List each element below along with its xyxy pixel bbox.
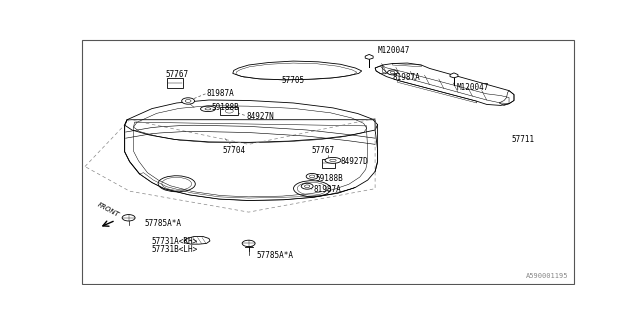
Text: 81987A: 81987A [207, 89, 234, 98]
Text: 57767: 57767 [165, 70, 188, 79]
Text: 59188B: 59188B [316, 174, 343, 183]
Polygon shape [365, 54, 373, 59]
Polygon shape [450, 73, 458, 78]
FancyBboxPatch shape [220, 108, 238, 115]
Circle shape [242, 240, 255, 247]
Text: FRONT: FRONT [97, 202, 121, 218]
Text: 57785A*A: 57785A*A [256, 251, 293, 260]
Circle shape [182, 98, 195, 104]
Text: 84927D: 84927D [340, 157, 368, 166]
Ellipse shape [200, 106, 216, 112]
Text: 84927N: 84927N [246, 111, 274, 121]
Text: 57705: 57705 [282, 76, 305, 85]
Text: 57785A*A: 57785A*A [145, 219, 182, 228]
Text: 81987A: 81987A [392, 73, 420, 82]
Circle shape [306, 173, 318, 179]
Ellipse shape [325, 157, 341, 163]
Text: 57704: 57704 [222, 146, 245, 155]
Text: A590001195: A590001195 [526, 273, 568, 279]
Text: 59188B: 59188B [211, 103, 239, 112]
FancyBboxPatch shape [322, 159, 335, 167]
Text: 81987A: 81987A [313, 185, 341, 195]
Circle shape [122, 215, 135, 221]
Text: 57711: 57711 [511, 135, 534, 144]
FancyBboxPatch shape [167, 78, 183, 88]
Circle shape [388, 70, 397, 75]
Text: 57731A<RH>: 57731A<RH> [152, 237, 198, 246]
Text: 57767: 57767 [312, 146, 335, 155]
Text: M120047: M120047 [378, 46, 410, 55]
Text: 57731B<LH>: 57731B<LH> [152, 244, 198, 253]
Circle shape [301, 183, 313, 189]
Text: M120047: M120047 [457, 83, 490, 92]
